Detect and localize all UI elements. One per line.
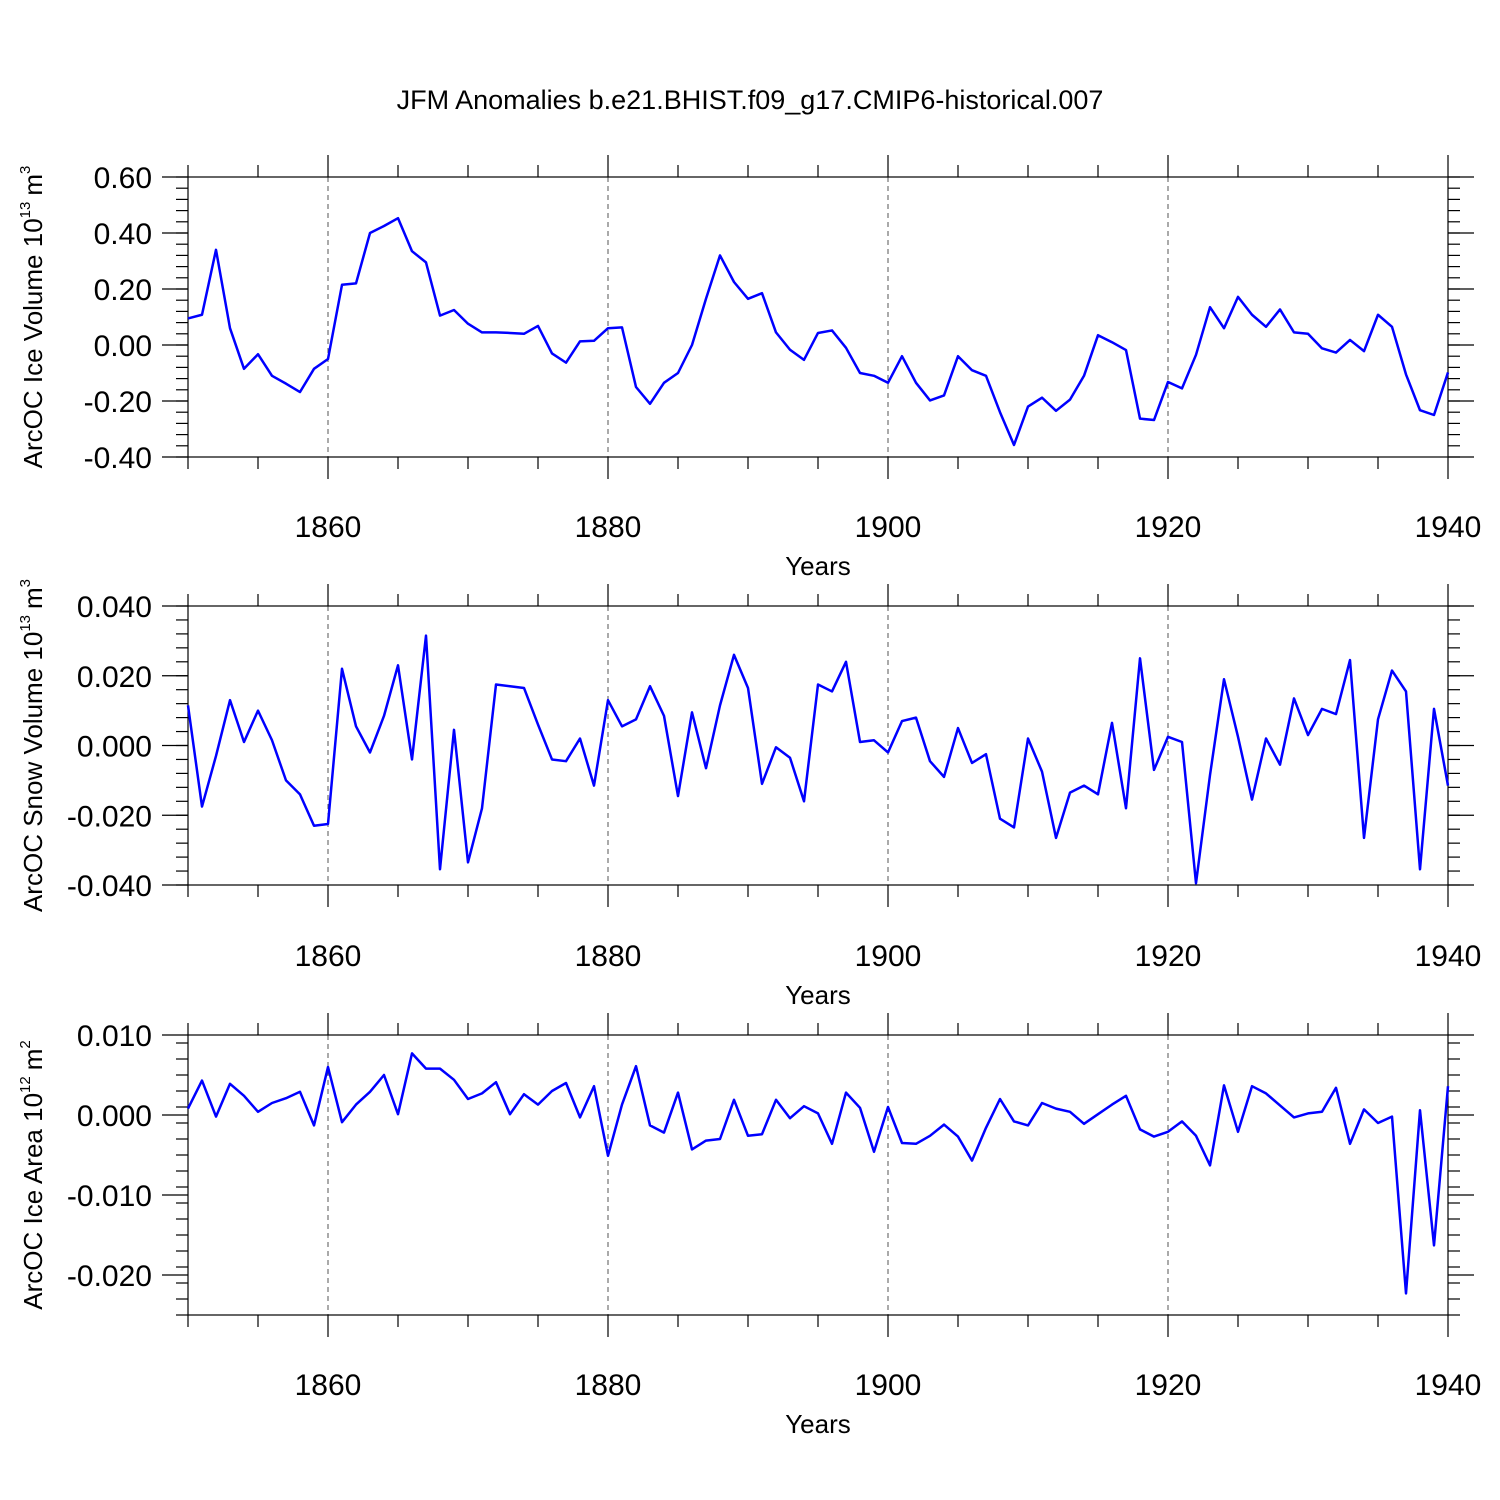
- x-tick-label: 1940: [1415, 511, 1482, 544]
- x-tick-label: 1920: [1135, 511, 1202, 544]
- x-tick-label: 1900: [855, 940, 922, 973]
- y-tick-label: 0.040: [77, 591, 152, 624]
- x-axis-title: Years: [785, 551, 851, 581]
- panel-2: -0.040 -0.020 0.000 0.020 0.040 1860 1880 1900 1…: [17, 579, 1481, 1010]
- y-axis-title-unit-exponent: 3: [17, 166, 34, 174]
- y-axis-title-exponent: 13: [17, 615, 34, 632]
- y-tick-label: 0.20: [94, 274, 152, 307]
- x-tick-label: 1880: [575, 940, 642, 973]
- y-axis-title-exponent: 13: [17, 202, 34, 219]
- plot-frame: [187, 1034, 1449, 1316]
- y-tick-label: 0.60: [94, 162, 152, 195]
- panels: -0.40 -0.20 0.00 0.20 0.40 0.60 1860 1880 1900 19…: [17, 155, 1481, 1439]
- y-tick-label: 0.000: [77, 731, 152, 764]
- y-tick-label: 0.010: [77, 1020, 152, 1053]
- panel-3: -0.020 -0.010 0.000 0.010 1860 1880 1900 1920 19…: [17, 1013, 1481, 1439]
- x-tick-label: 1900: [855, 1369, 922, 1402]
- plot-frame: [187, 176, 1449, 458]
- x-tick-label: 1900: [855, 511, 922, 544]
- y-axis-title-text: ArcOC Ice Volume 10: [18, 218, 48, 468]
- y-tick-label: -0.010: [67, 1180, 152, 1213]
- y-tick-label: 0.000: [77, 1100, 152, 1133]
- x-tick-label: 1880: [575, 511, 642, 544]
- series-line: [186, 634, 1450, 885]
- y-tick-label: 0.00: [94, 330, 152, 363]
- y-axis-title: ArcOC Ice Area 1012 m2: [17, 1040, 48, 1309]
- y-tick-label: 0.020: [77, 661, 152, 694]
- x-tick-label: 1860: [295, 940, 362, 973]
- x-axis-title: Years: [785, 1409, 851, 1439]
- x-tick-label: 1880: [575, 1369, 642, 1402]
- y-tick-label: 0.40: [94, 218, 152, 251]
- y-axis-title: ArcOC Snow Volume 1013 m3: [17, 579, 48, 912]
- y-axis-title: ArcOC Ice Volume 1013 m3: [17, 166, 48, 469]
- y-tick-label: -0.040: [67, 870, 152, 903]
- y-axis-title-unit: m: [18, 1049, 48, 1071]
- y-tick-label: -0.020: [67, 800, 152, 833]
- x-tick-label: 1940: [1415, 1369, 1482, 1402]
- y-axis-title-unit-exponent: 3: [17, 579, 34, 587]
- x-tick-label: 1920: [1135, 1369, 1202, 1402]
- x-tick-label: 1940: [1415, 940, 1482, 973]
- y-axis-title-unit: m: [18, 174, 48, 196]
- y-axis-title-unit-exponent: 2: [17, 1040, 34, 1048]
- series-line: [186, 1052, 1450, 1295]
- y-tick-label: -0.020: [67, 1260, 152, 1293]
- y-axis-title-unit: m: [18, 587, 48, 609]
- x-tick-label: 1860: [295, 1369, 362, 1402]
- y-axis-title-text: ArcOC Ice Area 10: [18, 1093, 48, 1310]
- y-axis-title-exponent: 12: [17, 1076, 34, 1093]
- chart-title: JFM Anomalies b.e21.BHIST.f09_g17.CMIP6-…: [397, 85, 1104, 115]
- series-line: [187, 216, 1450, 447]
- y-tick-label: -0.40: [84, 442, 152, 475]
- y-axis-title-text: ArcOC Snow Volume 10: [18, 632, 48, 912]
- x-tick-label: 1920: [1135, 940, 1202, 973]
- y-tick-label: -0.20: [84, 386, 152, 419]
- x-axis-title: Years: [785, 980, 851, 1010]
- plot-frame: [187, 605, 1449, 886]
- panel-1: -0.40 -0.20 0.00 0.20 0.40 0.60 1860 1880 1900 19…: [17, 155, 1481, 581]
- x-tick-label: 1860: [295, 511, 362, 544]
